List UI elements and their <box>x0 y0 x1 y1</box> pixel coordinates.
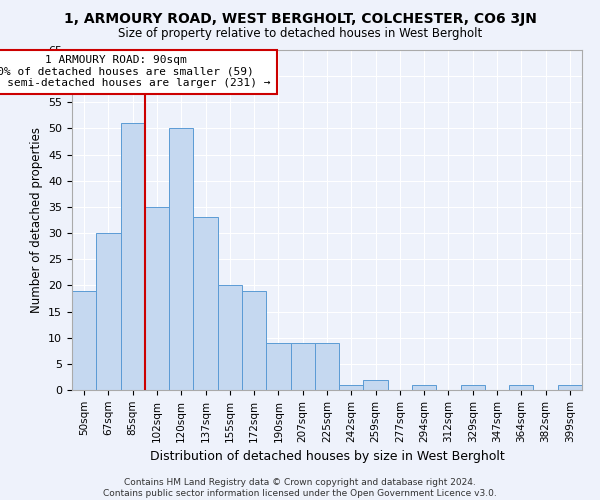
Bar <box>558 385 582 390</box>
Bar <box>461 385 485 390</box>
Y-axis label: Number of detached properties: Number of detached properties <box>29 127 43 313</box>
Text: 1 ARMOURY ROAD: 90sqm
← 20% of detached houses are smaller (59)
79% of semi-deta: 1 ARMOURY ROAD: 90sqm ← 20% of detached … <box>0 55 271 88</box>
Bar <box>509 385 533 390</box>
Bar <box>145 207 169 390</box>
Bar <box>121 123 145 390</box>
Bar <box>339 385 364 390</box>
Bar <box>169 128 193 390</box>
Text: Contains HM Land Registry data © Crown copyright and database right 2024.
Contai: Contains HM Land Registry data © Crown c… <box>103 478 497 498</box>
Bar <box>72 290 96 390</box>
Bar <box>218 286 242 390</box>
Text: Size of property relative to detached houses in West Bergholt: Size of property relative to detached ho… <box>118 28 482 40</box>
Bar <box>290 343 315 390</box>
Bar <box>96 233 121 390</box>
Bar <box>364 380 388 390</box>
X-axis label: Distribution of detached houses by size in West Bergholt: Distribution of detached houses by size … <box>149 450 505 463</box>
Bar <box>242 290 266 390</box>
Bar <box>315 343 339 390</box>
Text: 1, ARMOURY ROAD, WEST BERGHOLT, COLCHESTER, CO6 3JN: 1, ARMOURY ROAD, WEST BERGHOLT, COLCHEST… <box>64 12 536 26</box>
Bar <box>193 218 218 390</box>
Bar <box>266 343 290 390</box>
Bar <box>412 385 436 390</box>
